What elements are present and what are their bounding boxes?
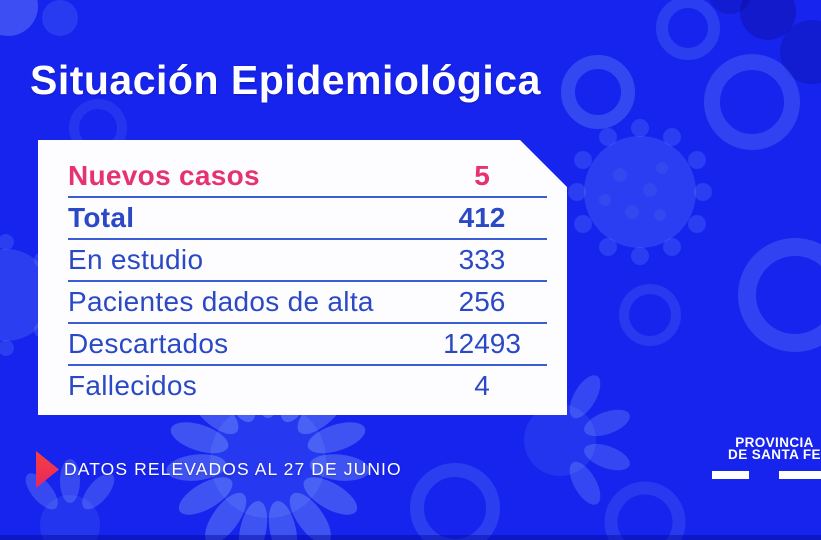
table-row-total: Total 412 xyxy=(68,198,547,240)
logo-bars xyxy=(712,471,821,479)
footer-note: DATOS RELEVADOS AL 27 DE JUNIO xyxy=(64,459,402,479)
row-label: Total xyxy=(68,202,135,233)
row-label: Descartados xyxy=(68,328,229,359)
logo-bar-left xyxy=(712,471,749,479)
row-value: 5 xyxy=(474,160,490,191)
row-value: 412 xyxy=(458,202,506,233)
table-row-nuevos-casos: Nuevos casos 5 xyxy=(68,156,547,198)
bottom-edge-strip xyxy=(0,535,821,540)
logo-bar-right xyxy=(779,471,821,479)
provincia-santa-fe-logo: PROVINCIA DE SANTA FE xyxy=(712,435,821,462)
row-label: Fallecidos xyxy=(68,370,198,401)
table-row-en-estudio: En estudio 333 xyxy=(68,240,547,282)
table-row-descartados: Descartados 12493 xyxy=(68,324,547,366)
row-label: Pacientes dados de alta xyxy=(68,286,374,317)
row-label: Nuevos casos xyxy=(68,160,260,191)
row-value: 4 xyxy=(474,370,490,401)
virus-sphere xyxy=(568,119,712,265)
page-title: Situación Epidemiológica xyxy=(30,57,541,103)
row-label: En estudio xyxy=(68,244,204,275)
logo-text-line2: DE SANTA FE xyxy=(728,447,821,462)
logo-text-line1: PROVINCIA xyxy=(735,435,814,450)
row-value: 12493 xyxy=(443,328,521,359)
table-row-dados-de-alta: Pacientes dados de alta 256 xyxy=(68,282,547,324)
row-value: 256 xyxy=(458,286,506,317)
stats-card: Nuevos casos 5 Total 412 En estudio 333 … xyxy=(38,140,567,415)
row-value: 333 xyxy=(458,244,506,275)
triangle-right-icon xyxy=(36,451,59,488)
table-row-fallecidos: Fallecidos 4 xyxy=(68,366,547,406)
